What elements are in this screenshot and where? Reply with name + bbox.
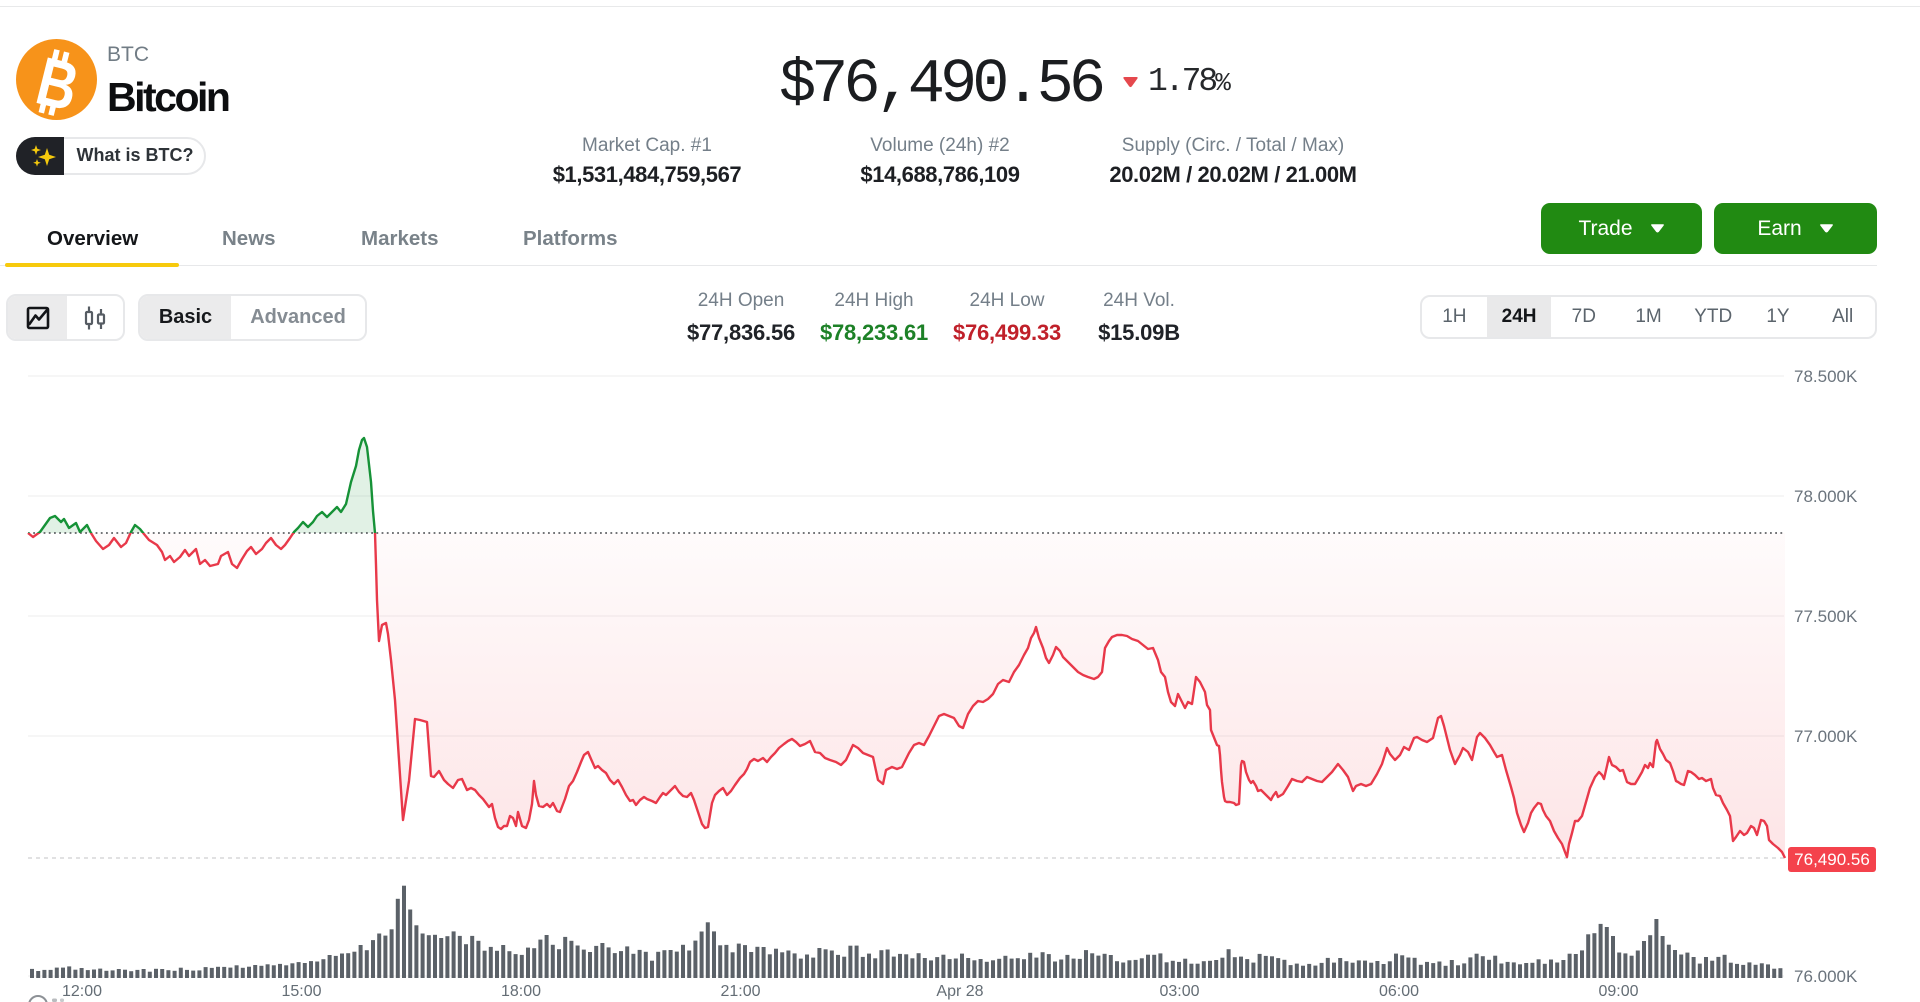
svg-text:Apr 28: Apr 28 bbox=[936, 983, 983, 1000]
svg-text:76,490.56: 76,490.56 bbox=[1794, 850, 1870, 869]
svg-text:77.000K: 77.000K bbox=[1794, 727, 1858, 746]
svg-text:76.000K: 76.000K bbox=[1794, 967, 1858, 986]
svg-text:12:00: 12:00 bbox=[62, 983, 102, 1000]
svg-text:03:00: 03:00 bbox=[1159, 983, 1199, 1000]
svg-text:06:00: 06:00 bbox=[1379, 983, 1419, 1000]
svg-text:78.500K: 78.500K bbox=[1794, 367, 1858, 386]
svg-text:15:00: 15:00 bbox=[281, 983, 321, 1000]
svg-text:21:00: 21:00 bbox=[720, 983, 760, 1000]
svg-text:78.000K: 78.000K bbox=[1794, 487, 1858, 506]
svg-text:09:00: 09:00 bbox=[1598, 983, 1638, 1000]
svg-text:77.500K: 77.500K bbox=[1794, 607, 1858, 626]
svg-text:18:00: 18:00 bbox=[501, 983, 541, 1000]
